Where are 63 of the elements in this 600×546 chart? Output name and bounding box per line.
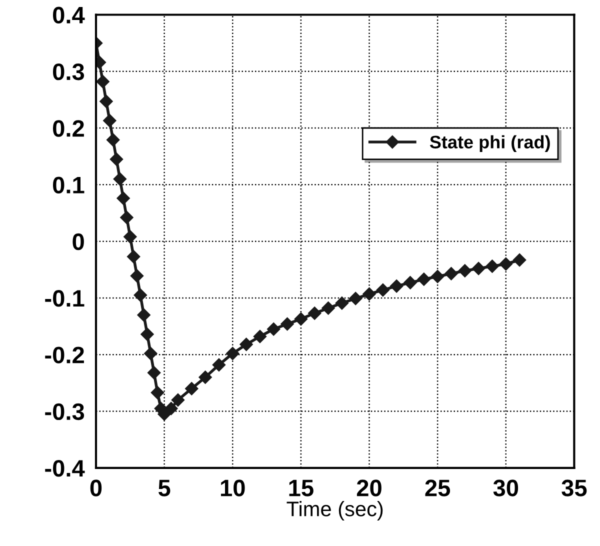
point <box>100 94 113 108</box>
y-tick-label: 0 <box>72 233 84 250</box>
x-tick-label: 10 <box>220 480 245 496</box>
y-tick-label: -0.4 <box>45 460 85 477</box>
point <box>226 346 240 360</box>
x-tick-label: 30 <box>493 480 518 496</box>
y-tick-label: -0.1 <box>45 290 84 307</box>
y-tick-label: -0.2 <box>45 346 84 364</box>
point <box>96 75 110 88</box>
x-tick-label: 25 <box>425 480 450 496</box>
x-tick-label: 20 <box>356 480 382 496</box>
point <box>472 262 486 276</box>
point <box>322 302 335 315</box>
point <box>116 192 130 205</box>
point <box>486 260 499 273</box>
x-axis-title: Time (sec) <box>286 501 383 520</box>
x-tick-label: 0 <box>90 480 102 496</box>
point <box>106 133 120 147</box>
point <box>294 312 308 326</box>
point <box>110 152 124 166</box>
y-tick-label: -0.3 <box>45 403 84 420</box>
y-tick-label: 0.3 <box>53 63 84 80</box>
point <box>140 328 154 341</box>
point <box>185 382 198 396</box>
point <box>512 253 526 267</box>
point <box>137 308 150 322</box>
point <box>144 346 158 360</box>
legend-label: State phi (rad) <box>430 135 550 152</box>
point <box>126 250 140 264</box>
y-tick-label: 0.1 <box>53 176 84 194</box>
y-tick-label: 0.4 <box>53 6 85 24</box>
point <box>147 366 161 380</box>
point <box>308 306 322 320</box>
point <box>134 288 147 302</box>
point <box>113 172 126 186</box>
point <box>499 257 512 271</box>
point <box>212 358 226 372</box>
point <box>150 386 164 400</box>
point <box>253 330 267 344</box>
point <box>280 317 294 331</box>
point <box>240 338 253 352</box>
point <box>164 402 178 416</box>
x-tick-label: 5 <box>158 480 170 496</box>
x-tick-label: 15 <box>289 480 314 496</box>
point <box>120 210 134 224</box>
point <box>417 272 430 286</box>
point <box>267 322 280 336</box>
point <box>376 283 390 297</box>
point <box>171 393 185 407</box>
point <box>458 264 472 278</box>
point <box>362 287 376 301</box>
point <box>103 114 116 128</box>
x-tick-label: 35 <box>562 480 587 496</box>
point <box>349 292 362 306</box>
point <box>335 296 349 310</box>
point <box>130 269 144 282</box>
point <box>444 267 458 280</box>
point <box>404 276 417 290</box>
point <box>430 270 444 284</box>
y-tick-label: 0.2 <box>53 120 84 137</box>
point <box>124 230 137 244</box>
point <box>390 279 404 293</box>
point <box>198 370 212 384</box>
